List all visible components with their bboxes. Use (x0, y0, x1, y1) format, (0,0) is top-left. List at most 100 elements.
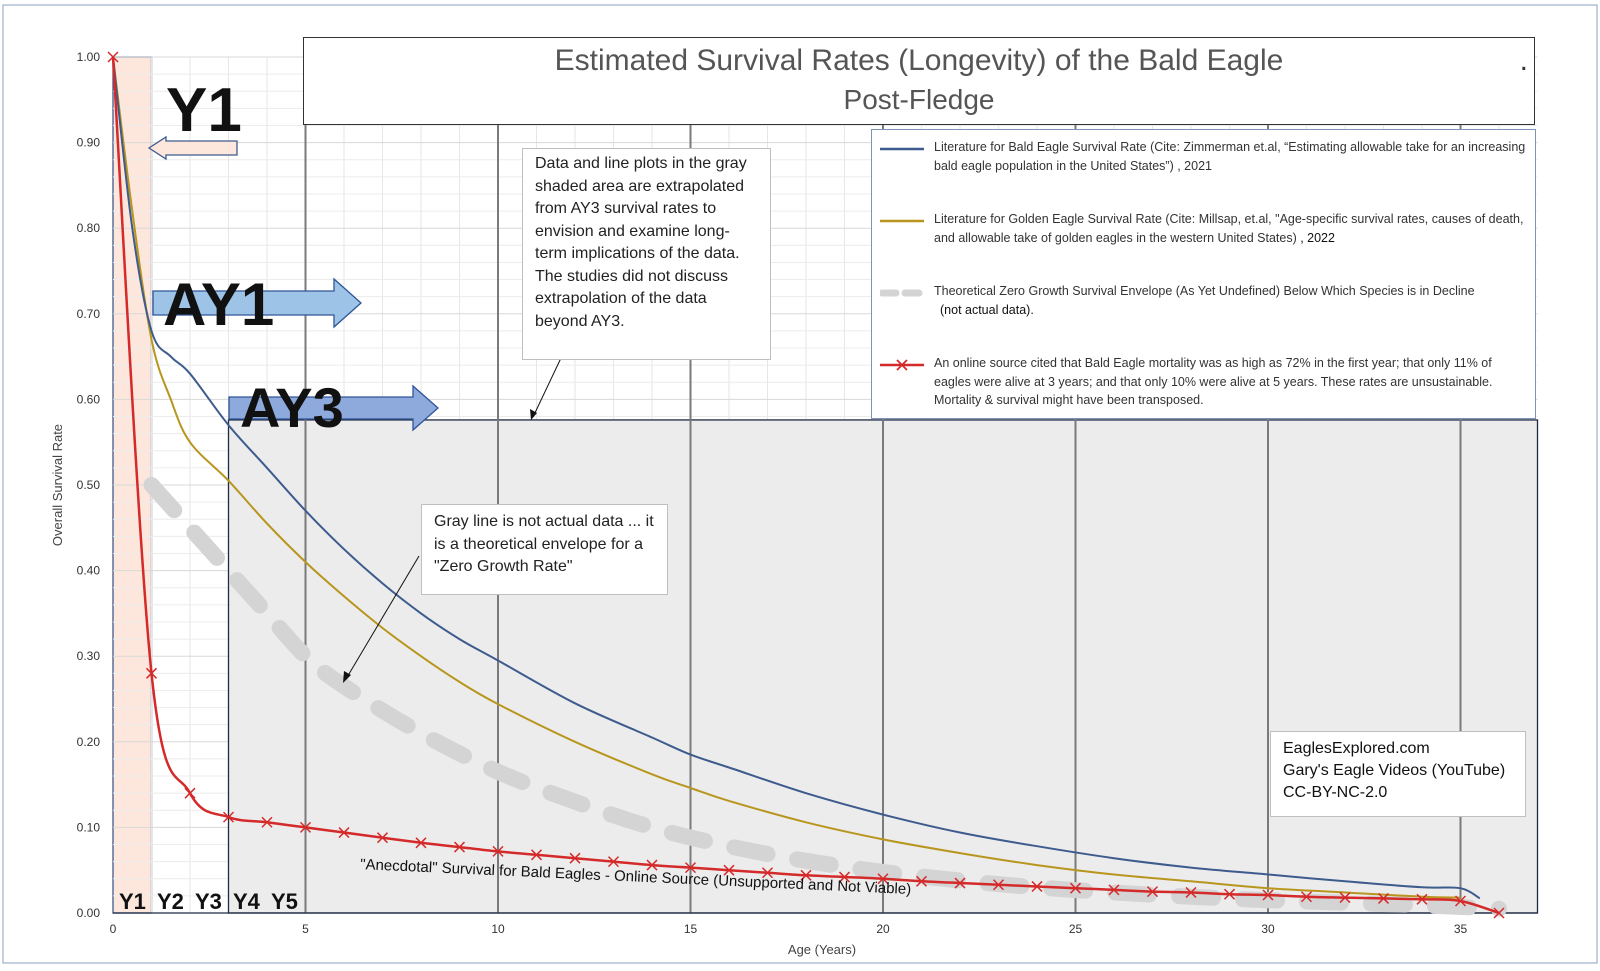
legend-zero-name: Theoretical Zero Growth Survival Envelop… (934, 284, 1475, 298)
gray-note-pointer-head (343, 671, 351, 683)
online-source-point (761, 867, 774, 879)
online-source-point (107, 51, 119, 63)
y-tick-label: 0.50 (77, 478, 101, 492)
online-source-point (299, 821, 312, 833)
online-source-point (1031, 880, 1043, 892)
online-source-point (1069, 882, 1082, 894)
y-tick-label: 0.10 (77, 820, 101, 834)
chart-subtitle: Post-Fledge (843, 84, 995, 115)
legend-label-online-source: An online source cited that Bald Eagle m… (934, 356, 1493, 407)
chart-title: Estimated Survival Rates (Longevity) of … (554, 44, 1284, 77)
online-source-point (1339, 892, 1351, 904)
online-source-point (1493, 907, 1505, 919)
online-source-point (145, 667, 158, 679)
y-tick-label: 1.00 (77, 50, 101, 64)
legend-label-golden-eagle: Literature for Golden Eagle Survival Rat… (934, 210, 1530, 247)
online-source-point (338, 827, 350, 839)
y-tick-label: 0.90 (77, 136, 101, 150)
online-source-point (222, 811, 235, 823)
zero-growth-envelope-line (143, 477, 1507, 917)
credit-box: EaglesExplored.com Gary's Eagle Videos (… (1270, 731, 1526, 817)
legend-zero-sub: (not actual data). (940, 302, 1034, 317)
online-source-point (723, 864, 735, 876)
online-source-point (838, 871, 851, 883)
x-tick-label: 30 (1261, 922, 1275, 936)
legend-swatch-bald-eagle (880, 147, 924, 151)
x-tick-label: 0 (110, 922, 117, 936)
online-source-point (800, 869, 812, 881)
golden-eagle-series-line (112, 56, 1461, 899)
y-tick-label: 0.20 (77, 735, 101, 749)
x-tick-label: 15 (684, 922, 698, 936)
ay1-label: AY1 (163, 271, 274, 338)
year-label: Y3 (195, 889, 222, 914)
y-tick-label: 0.40 (77, 564, 101, 578)
online-source-point (915, 875, 928, 887)
ay1-right-arrow (152, 277, 362, 329)
y-tick-label: 0.80 (77, 221, 101, 235)
online-source-point (261, 816, 273, 828)
ay3-label: AY3 (240, 376, 344, 439)
online-source-point (607, 856, 620, 868)
y-tick-label: 0.00 (77, 906, 101, 920)
y-axis-label: Overall Survival Rate (50, 424, 65, 546)
gray-note-pointer-line (345, 555, 420, 680)
title-dot: . (1519, 44, 1528, 77)
online-source-point (569, 852, 581, 864)
online-source-point (1300, 891, 1313, 903)
online-source-point (1262, 889, 1274, 901)
legend-golden-year: , 2022 (1296, 230, 1335, 245)
x-axis-label: Age (Years) (788, 942, 856, 957)
credit-line-2: Gary's Eagle Videos (YouTube) (1283, 762, 1506, 779)
title-box: Estimated Survival Rates (Longevity) of … (303, 37, 1535, 125)
online-source-point (954, 877, 966, 889)
y-tick-label: 0.30 (77, 649, 101, 663)
online-source-point (415, 837, 427, 849)
x-tick-label: 20 (876, 922, 890, 936)
ay3-right-arrow (228, 384, 439, 432)
y1-left-arrow (147, 135, 238, 161)
year-label: Y5 (271, 889, 298, 914)
online-source-point (376, 832, 389, 844)
legend-swatch-golden-eagle (880, 219, 924, 223)
online-source-point (1185, 886, 1197, 898)
extrapolation-note: Data and line plots in the gray shaded a… (522, 148, 771, 360)
extrapolation-pointer-line (532, 357, 562, 418)
legend-label-bald-eagle: Literature for Bald Eagle Survival Rate … (934, 140, 1526, 173)
online-source-point (1377, 892, 1390, 904)
online-source-point (453, 841, 466, 853)
online-source-point (877, 873, 889, 885)
credit-line-3: CC-BY-NC-2.0 (1283, 784, 1388, 801)
online-source-point (1146, 886, 1159, 898)
legend-label-zero-growth: Theoretical Zero Growth Survival Envelop… (934, 282, 1530, 319)
x-tick-label: 25 (1069, 922, 1083, 936)
online-source-point (646, 859, 658, 871)
extrapolation-pointer-head (530, 409, 537, 420)
online-source-point (530, 849, 543, 861)
x-tick-label: 10 (491, 922, 505, 936)
y1-big-label: Y1 (166, 76, 242, 145)
online-source-point (684, 862, 697, 874)
x-tick-label: 5 (302, 922, 309, 936)
online-source-point (1416, 893, 1428, 905)
y-tick-label: 0.60 (77, 392, 101, 406)
online-source-point (1108, 884, 1120, 896)
bald-eagle-series-line (112, 56, 1481, 900)
year-label: Y2 (157, 889, 184, 914)
year-label: Y4 (233, 889, 261, 914)
x-tick-label: 35 (1454, 922, 1468, 936)
legend: Literature for Bald Eagle Survival Rate … (871, 129, 1536, 419)
online-source-point (1223, 888, 1236, 900)
online-source-point (1454, 895, 1467, 907)
credit-line-1: EaglesExplored.com (1283, 740, 1430, 757)
online-source-point (992, 879, 1005, 891)
legend-swatch-online-source (880, 359, 924, 371)
gray-line-note: Gray line is not actual data ... it is a… (421, 504, 668, 595)
online-source-point (492, 845, 504, 857)
legend-swatch-zero-growth (880, 289, 924, 297)
year-label: Y1 (119, 889, 146, 914)
legend-golden-name: Literature for Golden Eagle Survival Rat… (934, 212, 1524, 245)
online-source-point (184, 787, 196, 799)
y-tick-label: 0.70 (77, 307, 101, 321)
